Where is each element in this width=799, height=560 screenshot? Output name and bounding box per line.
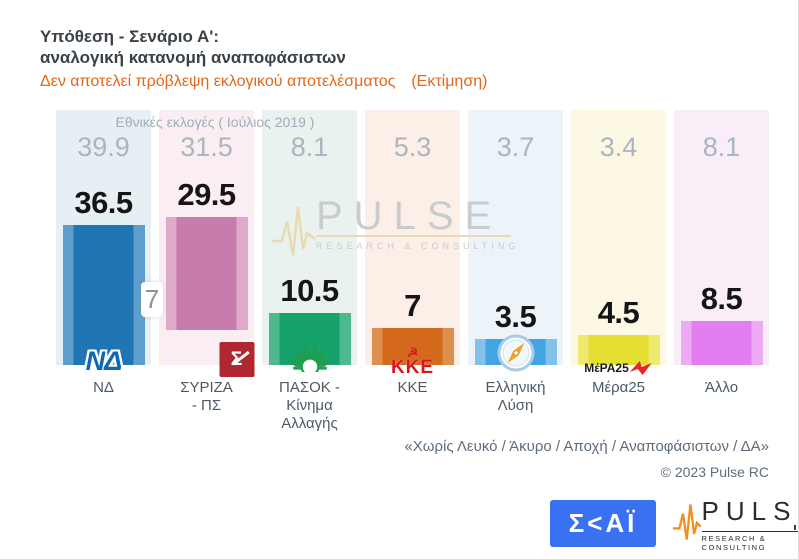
mera25-bird-icon	[629, 361, 652, 375]
page-title-line1: Υπόθεση - Σενάριο Α':	[40, 27, 219, 46]
party-label: ΠΑΣΟΚ - Κίνημα Αλλαγής	[279, 379, 340, 432]
bar-mera25	[577, 335, 660, 365]
compass-logo	[497, 334, 535, 377]
pasok-sun-logo	[282, 328, 338, 377]
party-column-elliniki-lysi: 3.7 3.5 Ελληνική Λύση	[468, 110, 563, 414]
bar-value: 36.5	[74, 185, 133, 220]
bar-value: 4.5	[597, 295, 640, 330]
party-column-allo: 8.1 8.5 Άλλο	[674, 110, 769, 396]
prev-value: 31.5	[180, 132, 233, 162]
pulse-logo-subtext: RESEARCH & CONSULTING	[701, 531, 798, 552]
party-column-mera25: 3.4 4.5 MέPA25 Μέρα25	[571, 110, 666, 396]
bar-value: 7	[404, 288, 421, 323]
party-column-kke: 5.3 7 ☭ ΚΚΕ ΚΚΕ	[365, 110, 460, 396]
party-label: Μέρα25	[591, 379, 646, 396]
party-column-syriza: 31.5 29.5 Σ ΣΥΡΙΖΑ - ΠΣ	[159, 110, 254, 414]
party-label: ΝΔ	[93, 379, 114, 396]
copyright: © 2023 Pulse RC	[660, 464, 769, 480]
bar-nd	[62, 225, 145, 365]
syriza-logo: Σ	[219, 342, 254, 377]
prev-value: 5.3	[393, 132, 432, 162]
party-label: ΚΚΕ	[397, 379, 428, 396]
prev-value: 39.9	[77, 132, 130, 162]
disclaimer-text: Δεν αποτελεί πρόβλεψη εκλογικού αποτελέσ…	[40, 73, 396, 90]
prev-value: 8.1	[702, 132, 741, 162]
party-column-pasok: 8.1 10.5 ΠΑΣΟΚ - Κίνημα Αλλαγής	[262, 110, 357, 432]
party-column-nd: 39.9 36.5 ΝΔ ΝΔ	[56, 110, 151, 396]
party-label: ΣΥΡΙΖΑ - ΠΣ	[180, 379, 233, 414]
prev-value: 8.1	[290, 132, 329, 162]
prev-value: 3.4	[599, 132, 638, 162]
hammer-sickle-icon: ☭	[406, 345, 419, 360]
party-label: Ελληνική Λύση	[485, 379, 546, 414]
prev-value: 3.7	[496, 132, 535, 162]
skai-logo: Σ<ΑΪ	[550, 500, 656, 547]
nd-syriza-diff-badge: 7	[141, 282, 163, 317]
title-block: Υπόθεση - Σενάριο Α': αναλογική κατανομή…	[40, 26, 487, 92]
bar-value: 10.5	[280, 273, 339, 308]
party-label: Άλλο	[704, 379, 739, 396]
bar-allo	[680, 321, 763, 365]
bar-value: 29.5	[177, 177, 236, 212]
estimate-label: (Εκτίμηση)	[411, 73, 488, 90]
bar-chart: Εθνικές εκλογές ( Ιούλιος 2019 ) PULSE R…	[56, 110, 769, 432]
page-title-line2: αναλογική κατανομή αναποφάσιστων	[40, 48, 346, 67]
disclaimer-note: Δεν αποτελεί πρόβλεψη εκλογικού αποτελέσ…	[40, 72, 487, 92]
bar-kke	[371, 328, 454, 365]
bar-value: 3.5	[494, 299, 537, 334]
exclusion-note: «Χωρίς Λευκό / Άκυρο / Αποχή / Αναποφάσι…	[404, 438, 769, 455]
pulse-logo: PULSE RESEARCH & CONSULTING	[672, 496, 798, 552]
mera25-logo: MέPA25	[584, 359, 653, 377]
pulse-logo-text: PULSE	[701, 496, 798, 526]
bar-syriza	[165, 217, 248, 330]
nd-logo: ΝΔ	[85, 346, 123, 376]
kke-logo: ☭ ΚΚΕ	[390, 345, 435, 378]
bar-value: 8.5	[700, 281, 743, 316]
previous-election-header: Εθνικές εκλογές ( Ιούλιος 2019 )	[115, 114, 315, 130]
pulse-waveform-icon	[672, 504, 702, 540]
pulse-barcode-mark	[794, 525, 798, 530]
